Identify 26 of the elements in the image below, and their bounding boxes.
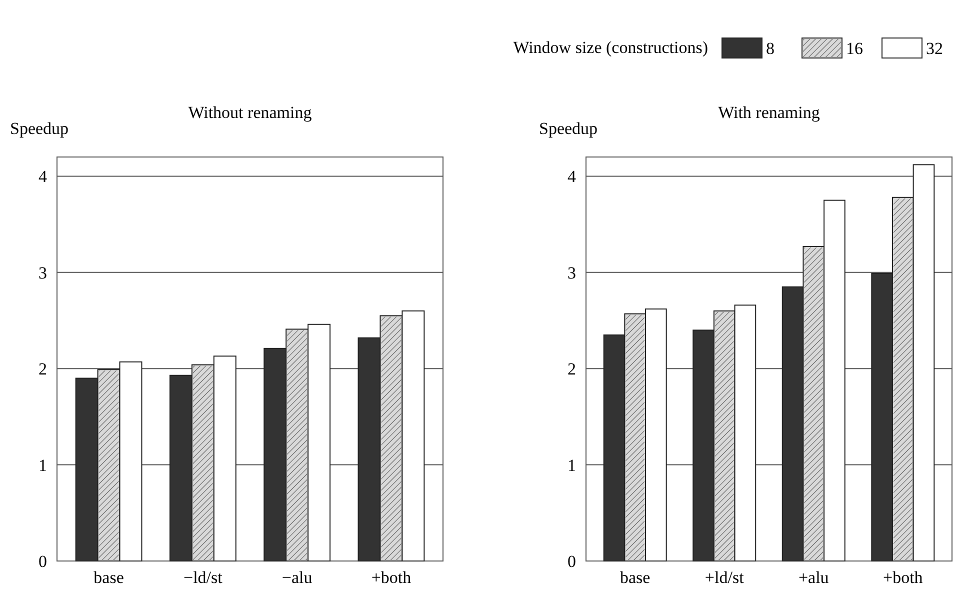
y-tick-label: 2 [38,360,47,379]
y-tick-label: 4 [38,167,48,186]
y-tick-label: 3 [568,263,576,282]
y-tick-label: 2 [568,360,576,379]
x-tick-label: +alu [798,568,830,587]
x-tick-label: −alu [282,568,313,587]
y-tick-label: 3 [38,263,47,282]
y-tick-label: 1 [38,456,47,475]
x-tick-label: base [94,568,124,587]
y-tick-label: 4 [568,167,576,186]
y-tick-label: 0 [568,552,576,571]
legend-label: 8 [766,39,774,58]
y-axis-title: Speedup [539,119,598,138]
x-tick-label: +both [882,568,924,587]
x-tick-label: +both [371,568,412,587]
y-tick-label: 1 [568,456,576,475]
chart-title: Without renaming [188,103,312,122]
chart-title: With renaming [718,103,820,122]
x-tick-label: −ld/st [183,568,223,587]
x-tick-label: base [620,568,650,587]
legend-label: 32 [926,39,943,58]
legend-title: Window size (constructions) [513,38,708,57]
x-tick-label: +ld/st [704,568,744,587]
y-axis-title: Speedup [10,119,69,138]
legend-label: 16 [846,39,863,58]
y-tick-label: 0 [38,552,47,571]
